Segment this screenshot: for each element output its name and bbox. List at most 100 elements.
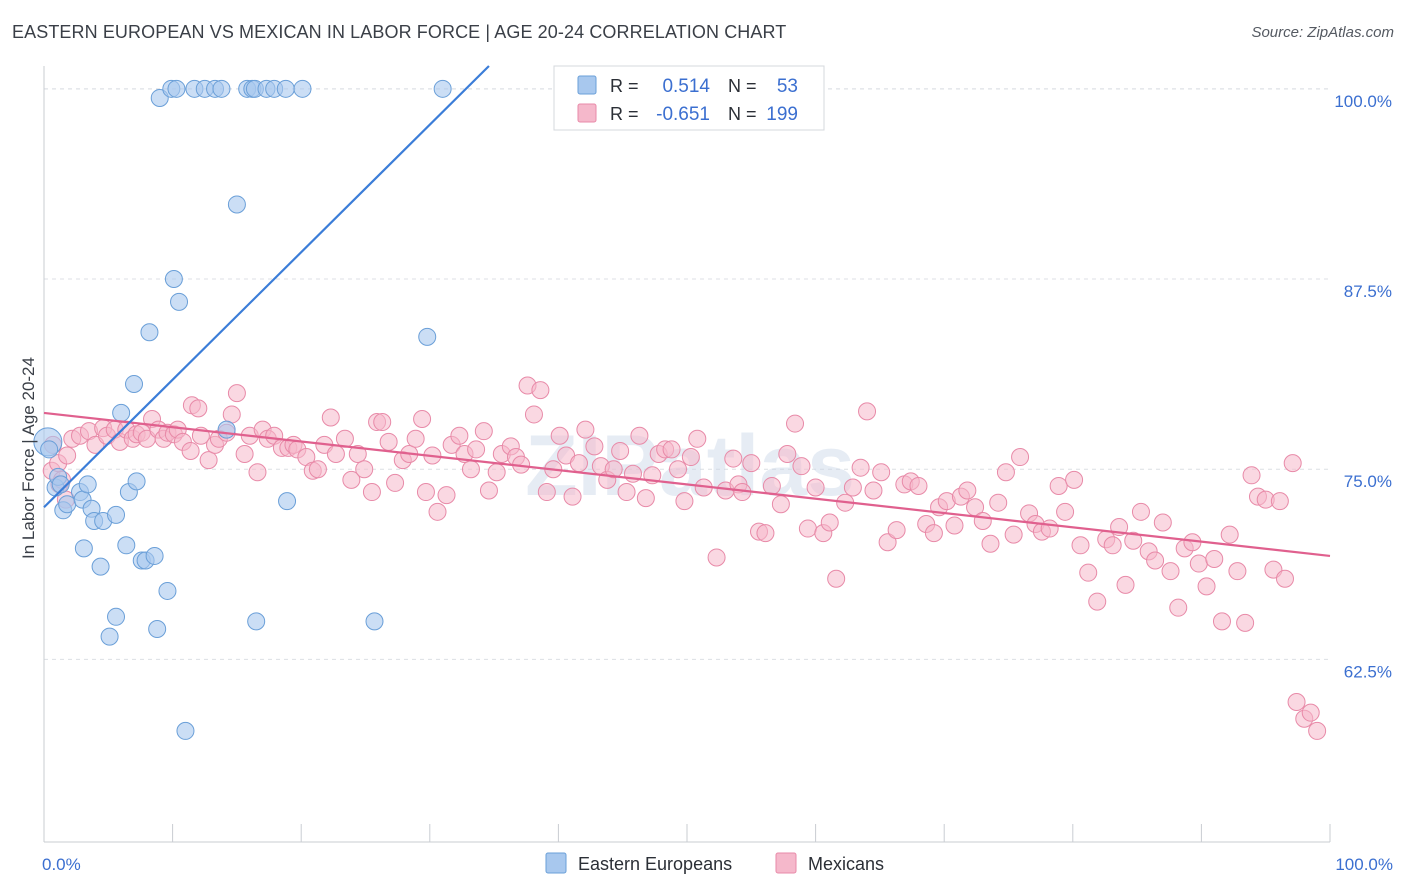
mexicans-point <box>1169 598 1188 617</box>
mexicans-point <box>798 519 817 538</box>
mexicans-point <box>1308 721 1327 740</box>
mexicans-point <box>1205 549 1224 568</box>
mexicans-point <box>1056 502 1075 521</box>
eastern-europeans-point <box>217 420 236 439</box>
series-legend-label-eastern-europeans: Eastern Europeans <box>578 854 732 874</box>
mexicans-point <box>569 454 588 473</box>
mexicans-point <box>1040 519 1059 538</box>
eastern-europeans-point <box>176 721 195 740</box>
mexicans-point <box>461 460 480 479</box>
stats-r-value-pink: -0.651 <box>656 104 710 125</box>
eastern-europeans-point <box>278 492 297 511</box>
mexicans-point <box>1124 531 1143 550</box>
mexicans-point <box>1065 470 1084 489</box>
eastern-europeans-point <box>167 79 186 98</box>
mexicans-point <box>355 460 374 479</box>
mexicans-point <box>189 399 208 418</box>
stats-n-label-pink: N = <box>728 104 757 124</box>
stats-r-label-blue: R = <box>610 76 639 96</box>
trend-lines <box>43 65 1331 558</box>
eastern-europeans-point <box>140 323 159 342</box>
eastern-europeans-point <box>58 495 77 514</box>
stats-legend-swatch-pink <box>577 103 597 123</box>
gridlines <box>44 88 1330 660</box>
mexicans-point <box>248 463 267 482</box>
mexicans-point <box>858 402 877 421</box>
mexicans-point <box>362 483 381 502</box>
mexicans-point <box>878 533 897 552</box>
mexicans-point <box>416 483 435 502</box>
mexicans-point <box>973 511 992 530</box>
mexicans-point <box>406 429 425 448</box>
eastern-europeans-point <box>100 627 119 646</box>
eastern-europeans-point <box>212 79 231 98</box>
mexicans-point <box>762 476 781 495</box>
mexicans-point <box>1301 703 1320 722</box>
mexicans-point <box>222 405 241 424</box>
stats-r-label-pink: R = <box>610 104 639 124</box>
mexicans-point <box>617 483 636 502</box>
eastern-europeans-point <box>117 536 136 555</box>
mexicans-point <box>1088 592 1107 611</box>
mexicans-point <box>1283 454 1302 473</box>
mexicans-point <box>681 448 700 467</box>
mexicans-point <box>1220 525 1239 544</box>
mexicans-point <box>989 493 1008 512</box>
mexicans-point <box>630 426 649 445</box>
x-tick-label-min: 0.0% <box>42 855 81 874</box>
y-tick-label: 75.0% <box>1344 472 1392 491</box>
mexicans-point <box>1049 476 1068 495</box>
mexicans-point <box>958 481 977 500</box>
eastern-europeans-point <box>51 475 70 494</box>
eastern-europeans-point <box>125 375 144 394</box>
mexicans-point <box>872 463 891 482</box>
mexicans-point <box>326 445 345 463</box>
mexicans-point <box>827 569 846 588</box>
eastern-europeans-point <box>107 607 126 626</box>
y-tick-label: 100.0% <box>1334 92 1392 111</box>
mexicans-point <box>199 451 218 470</box>
mexicans-point <box>585 437 604 456</box>
eastern-europeans-point <box>40 440 59 459</box>
chart-title: EASTERN EUROPEAN VS MEXICAN IN LABOR FOR… <box>12 22 787 42</box>
mexicans-point <box>756 524 775 543</box>
mexicans-point <box>550 426 569 445</box>
eastern-europeans-point <box>247 612 266 631</box>
mexicans-point <box>563 487 582 506</box>
mexicans-point <box>479 481 498 500</box>
mexicans-point <box>181 441 200 460</box>
mexicans-point <box>786 414 805 433</box>
mexicans-point <box>450 426 469 445</box>
stats-r-value-blue: 0.514 <box>662 76 710 97</box>
mexicans-point <box>742 454 761 473</box>
mexicans-point <box>531 381 550 400</box>
mexicans-point <box>996 463 1015 482</box>
eastern-europeans-trend-line <box>43 65 490 509</box>
mexicans-point <box>1004 525 1023 544</box>
stats-n-value-pink: 199 <box>766 104 798 125</box>
mexicans-point <box>576 420 595 439</box>
mexicans-point <box>707 548 726 567</box>
source-credit: Source: ZipAtlas.com <box>1251 24 1394 41</box>
mexicans-point <box>413 410 432 429</box>
eastern-europeans-point <box>112 403 131 422</box>
mexicans-trend-line <box>43 411 1331 558</box>
mexicans-point <box>636 489 655 508</box>
stats-legend-box <box>553 65 825 131</box>
series-legend-label-mexicans: Mexicans <box>808 854 884 874</box>
eastern-europeans-point <box>91 557 110 576</box>
mexicans-point <box>688 429 707 448</box>
mexicans-point <box>386 473 405 492</box>
y-axis-label: In Labor Force | Age 20-24 <box>19 357 38 559</box>
mexicans-point <box>537 483 556 502</box>
mexicans-point <box>1242 466 1261 485</box>
eastern-europeans-point <box>74 539 93 558</box>
stats-n-label-blue: N = <box>728 76 757 96</box>
eastern-europeans-point <box>107 505 126 524</box>
mexicans-point <box>662 440 681 459</box>
mexicans-point <box>806 478 825 497</box>
eastern-europeans-point <box>365 612 384 631</box>
y-tick-label: 62.5% <box>1344 662 1392 681</box>
mexicans-point <box>924 524 943 543</box>
